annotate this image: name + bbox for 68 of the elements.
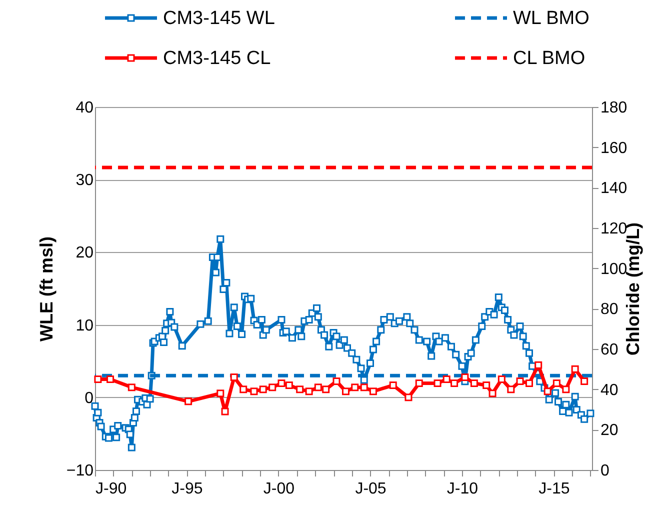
legend-label: CM3-145 CL bbox=[163, 48, 271, 69]
point bbox=[314, 384, 322, 392]
y-axis-title: WLE (ft msl) bbox=[36, 236, 56, 342]
point bbox=[216, 390, 224, 398]
x-tick-label: J-90 bbox=[96, 480, 127, 498]
point bbox=[296, 386, 304, 394]
point bbox=[526, 380, 534, 388]
point bbox=[580, 378, 588, 386]
y-tick-label: 20 bbox=[76, 244, 94, 262]
point bbox=[434, 380, 442, 388]
point bbox=[351, 384, 359, 392]
x-tick-label: J-00 bbox=[263, 480, 295, 498]
point bbox=[184, 398, 192, 406]
point bbox=[230, 373, 238, 381]
point bbox=[369, 388, 377, 396]
point bbox=[488, 390, 496, 398]
point bbox=[322, 386, 330, 394]
legend-label: CM3-145 WL bbox=[163, 8, 275, 29]
point bbox=[128, 384, 136, 392]
point bbox=[94, 376, 102, 383]
point bbox=[259, 386, 267, 394]
point bbox=[482, 382, 490, 390]
y2-tick-label: 80 bbox=[600, 301, 618, 318]
y2-tick-label: 180 bbox=[600, 100, 628, 116]
point bbox=[342, 388, 350, 396]
point bbox=[285, 382, 293, 390]
y-tick-label: −10 bbox=[66, 462, 94, 480]
point bbox=[250, 388, 258, 396]
point bbox=[534, 361, 542, 369]
x-tick-label: J-95 bbox=[172, 480, 203, 498]
point bbox=[544, 388, 552, 396]
point bbox=[240, 386, 248, 394]
y-tick-label: 30 bbox=[76, 172, 94, 190]
point bbox=[268, 384, 276, 392]
y2-tick-label: 0 bbox=[600, 462, 610, 480]
point bbox=[221, 408, 229, 416]
point bbox=[562, 386, 570, 394]
legend-label: WL BMO bbox=[513, 8, 590, 29]
point bbox=[415, 380, 423, 388]
y-tick-label: 40 bbox=[76, 100, 94, 116]
y2-tick-label: 140 bbox=[600, 180, 628, 198]
point bbox=[389, 382, 397, 390]
point bbox=[507, 386, 515, 394]
point bbox=[498, 376, 506, 383]
point bbox=[278, 380, 286, 388]
point bbox=[552, 380, 560, 388]
point bbox=[516, 378, 524, 386]
point bbox=[461, 373, 469, 381]
x-tick-label: J-15 bbox=[538, 480, 570, 498]
point bbox=[470, 380, 478, 388]
y-tick-label: 10 bbox=[76, 317, 94, 334]
x-tick-label: J-05 bbox=[355, 480, 386, 498]
point bbox=[571, 365, 579, 373]
point bbox=[450, 380, 458, 388]
legend-label: CL BMO bbox=[513, 48, 586, 69]
x-tick-label: J-10 bbox=[446, 480, 478, 498]
point bbox=[106, 376, 114, 383]
y2-tick-label: 20 bbox=[600, 422, 618, 440]
y2-tick-label: 40 bbox=[600, 382, 618, 399]
point bbox=[442, 376, 450, 383]
y-tick-label: 0 bbox=[84, 390, 94, 407]
point bbox=[332, 378, 340, 386]
point bbox=[305, 388, 313, 396]
point bbox=[404, 394, 412, 402]
point bbox=[360, 384, 368, 392]
y2-tick-label: 160 bbox=[600, 140, 628, 157]
y2-tick-label: 60 bbox=[600, 342, 618, 358]
y2-tick-label: 120 bbox=[600, 220, 628, 238]
